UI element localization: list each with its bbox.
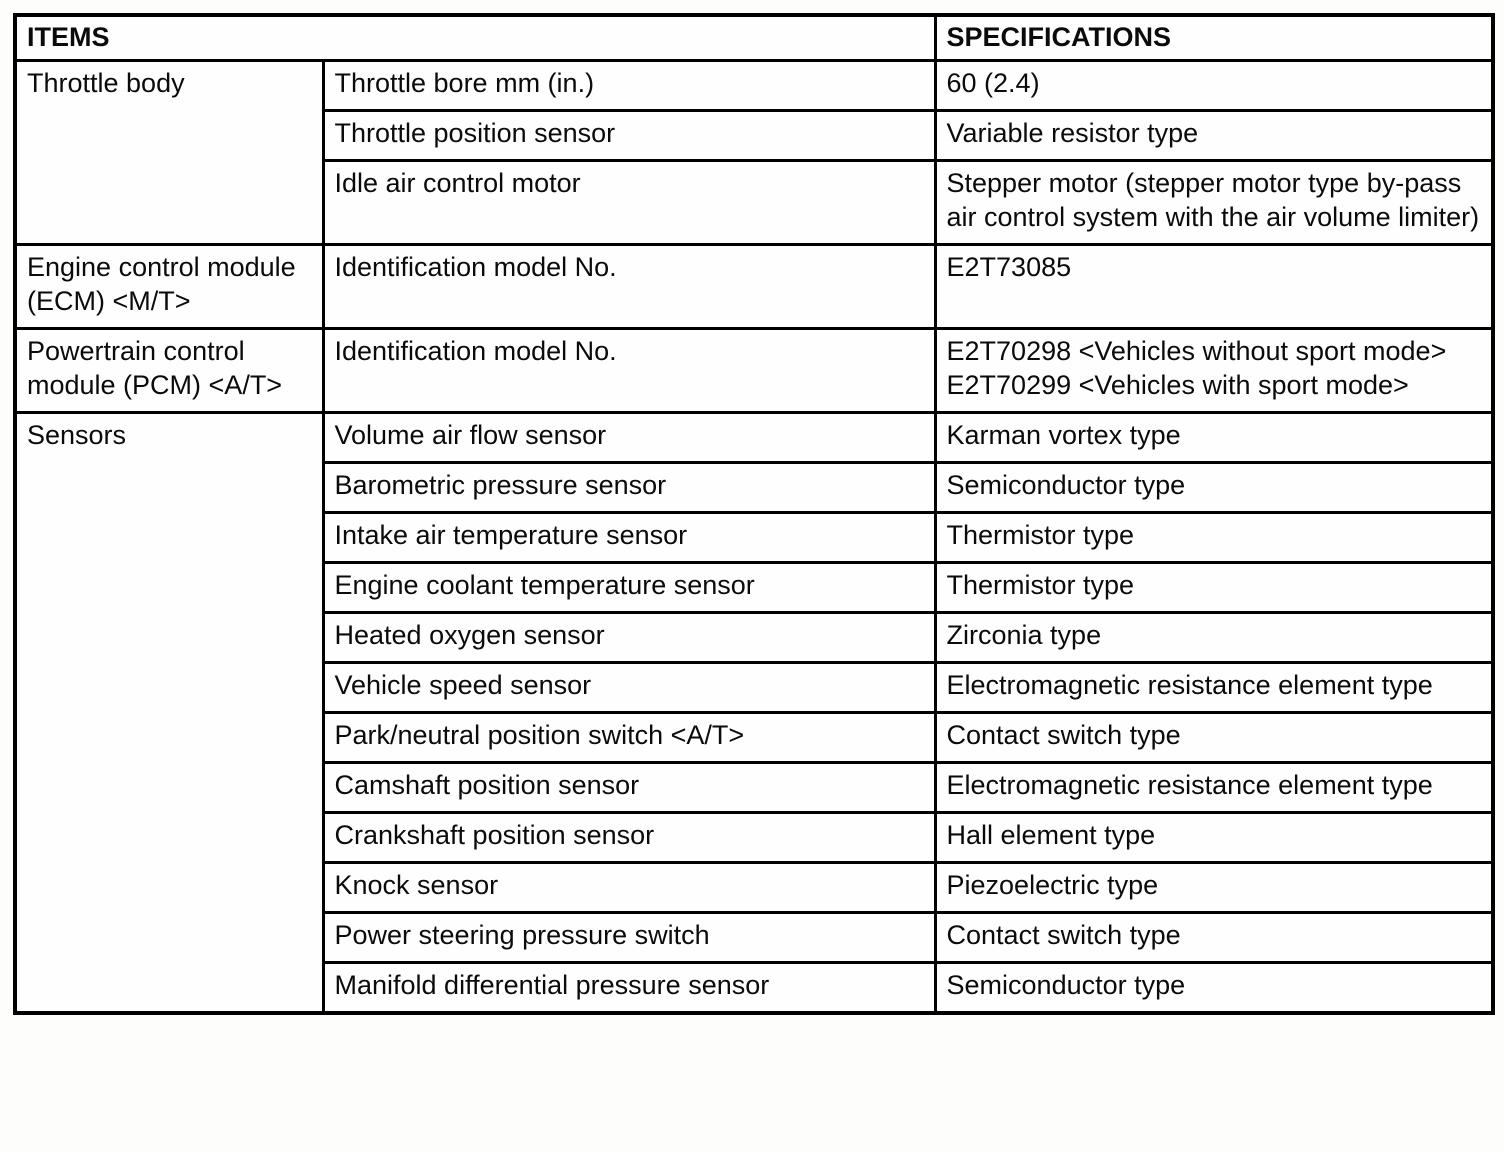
- spec-cell: Variable resistor type: [933, 109, 1495, 163]
- spec-cell: Electromagnetic resistance element type: [933, 661, 1495, 715]
- table-row: Barometric pressure sensor Semiconductor…: [15, 461, 1495, 515]
- table-row: Knock sensor Piezoelectric type: [15, 861, 1495, 915]
- spec-cell: Thermistor type: [933, 511, 1495, 565]
- table-row: Vehicle speed sensor Electromagnetic res…: [15, 661, 1495, 715]
- item-cell: Crankshaft position sensor: [321, 811, 937, 865]
- item-cell: Throttle bore mm (in.): [321, 59, 937, 113]
- table-row: Throttle position sensor Variable resist…: [15, 109, 1495, 163]
- table-row: Idle air control motor Stepper motor (st…: [15, 159, 1495, 247]
- item-cell: Knock sensor: [321, 861, 937, 915]
- table-row: Camshaft position sensor Electromagnetic…: [15, 761, 1495, 815]
- table-row: Park/neutral position switch <A/T> Conta…: [15, 711, 1495, 765]
- spec-cell: E2T70298 <Vehicles without sport mode> E…: [933, 327, 1495, 415]
- item-cell: Intake air temperature sensor: [321, 511, 937, 565]
- item-cell: Throttle position sensor: [321, 109, 937, 163]
- spec-cell: 60 (2.4): [933, 59, 1495, 113]
- item-cell: Park/neutral position switch <A/T>: [321, 711, 937, 765]
- spec-cell: Contact switch type: [933, 711, 1495, 765]
- spec-cell: Karman vortex type: [933, 411, 1495, 465]
- group-cell-throttle-body: Throttle body: [13, 59, 325, 247]
- table-row: Powertrain control module (PCM) <A/T> Id…: [13, 327, 1495, 415]
- table-row: Heated oxygen sensor Zirconia type: [15, 611, 1495, 665]
- spec-cell: Hall element type: [933, 811, 1495, 865]
- group-cell-sensors: Sensors: [13, 411, 325, 1015]
- spec-cell: Stepper motor (stepper motor type by-pas…: [933, 159, 1495, 247]
- spec-cell: Semiconductor type: [933, 961, 1495, 1015]
- specifications-header: SPECIFICATIONS: [933, 13, 1495, 62]
- item-cell: Identification model No.: [321, 327, 937, 415]
- spec-cell: Piezoelectric type: [933, 861, 1495, 915]
- table-row: Power steering pressure switch Contact s…: [15, 911, 1495, 965]
- table-row: Engine control module (ECM) <M/T> Identi…: [13, 243, 1495, 331]
- item-cell: Volume air flow sensor: [321, 411, 937, 465]
- item-cell: Vehicle speed sensor: [321, 661, 937, 715]
- item-cell: Camshaft position sensor: [321, 761, 937, 815]
- specifications-table: ITEMS SPECIFICATIONS Throttle body Throt…: [13, 13, 1496, 1016]
- item-cell: Heated oxygen sensor: [321, 611, 937, 665]
- spec-cell: Contact switch type: [933, 911, 1495, 965]
- table-row: Engine coolant temperature sensor Thermi…: [15, 561, 1495, 615]
- spec-cell: Zirconia type: [933, 611, 1495, 665]
- item-cell: Power steering pressure switch: [321, 911, 937, 965]
- item-cell: Engine coolant temperature sensor: [321, 561, 937, 615]
- spec-cell: Electromagnetic resistance element type: [933, 761, 1495, 815]
- table-row: Manifold differential pressure sensor Se…: [15, 961, 1495, 1015]
- group-cell-pcm: Powertrain control module (PCM) <A/T>: [13, 327, 325, 415]
- spec-cell: Semiconductor type: [933, 461, 1495, 515]
- item-cell: Identification model No.: [321, 243, 937, 331]
- table-row: Throttle body Throttle bore mm (in.) 60 …: [13, 59, 1495, 247]
- item-cell: Barometric pressure sensor: [321, 461, 937, 515]
- item-cell: Idle air control motor: [321, 159, 937, 247]
- items-header: ITEMS: [13, 13, 937, 62]
- header-row: ITEMS SPECIFICATIONS: [13, 13, 1495, 62]
- table-row: Crankshaft position sensor Hall element …: [15, 811, 1495, 865]
- spec-cell: E2T73085: [933, 243, 1495, 331]
- table-row: Intake air temperature sensor Thermistor…: [15, 511, 1495, 565]
- group-cell-ecm: Engine control module (ECM) <M/T>: [13, 243, 325, 331]
- table-row: Sensors Volume air flow sensor Karman vo…: [13, 411, 1495, 1015]
- spec-cell: Thermistor type: [933, 561, 1495, 615]
- item-cell: Manifold differential pressure sensor: [321, 961, 937, 1015]
